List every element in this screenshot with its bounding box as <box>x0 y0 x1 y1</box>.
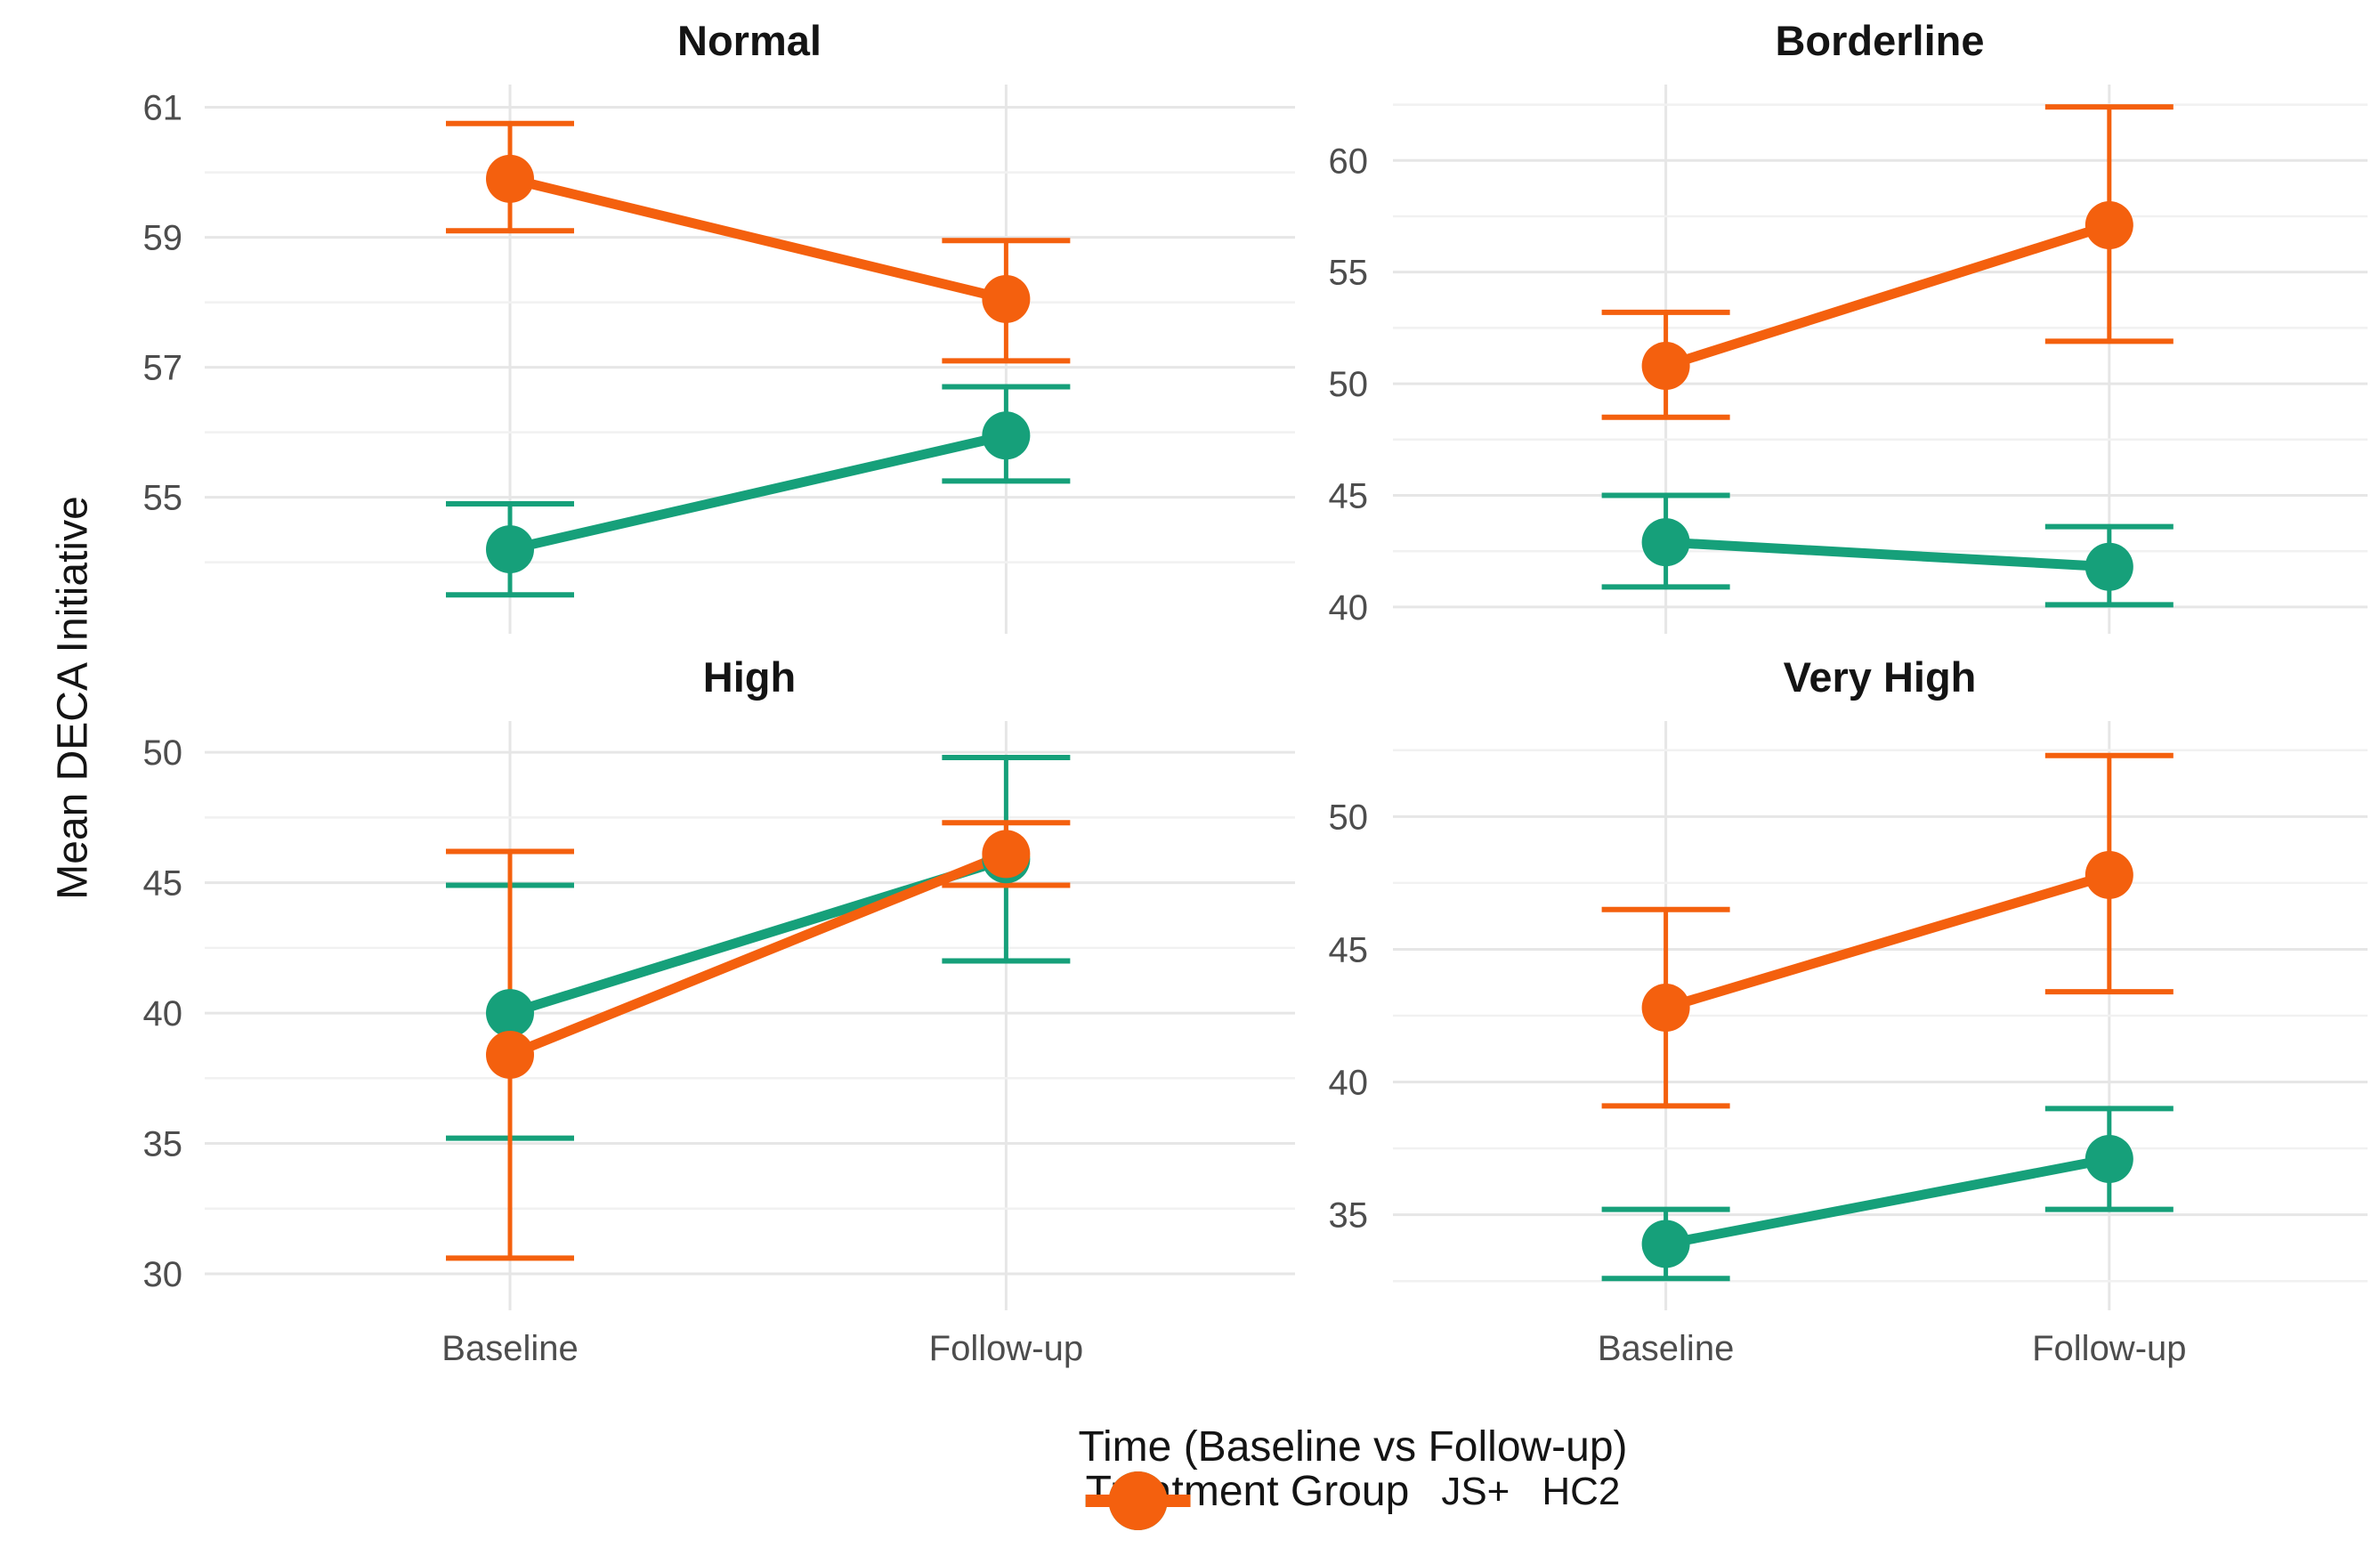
data-point <box>2085 850 2133 899</box>
y-axis-title: Mean DECA Initiative <box>49 496 97 900</box>
data-point <box>486 525 534 574</box>
data-point <box>1641 342 1690 391</box>
series-line <box>1664 1154 2110 1249</box>
y-tick-label: 40 <box>1329 1064 1369 1103</box>
y-tick-label: 55 <box>143 479 183 518</box>
facet-title-normal: Normal <box>677 17 822 64</box>
data-point <box>1641 984 1690 1033</box>
data-point <box>2085 542 2133 591</box>
data-point <box>486 989 534 1038</box>
y-tick-label: 35 <box>1329 1196 1369 1236</box>
series-line <box>508 174 1008 304</box>
legend-label-hc2: HC2 <box>1542 1469 1621 1513</box>
data-point <box>2085 201 2133 250</box>
series-line <box>1665 537 2110 572</box>
series-line <box>507 849 1008 1060</box>
data-point <box>982 830 1031 879</box>
legend-key-hc2-icon <box>1085 1471 1191 1530</box>
y-tick-label: 40 <box>1329 588 1369 628</box>
legend-item-hc2: HC2 <box>1085 1469 1621 1530</box>
data-point <box>486 1030 534 1079</box>
y-tick-label: 30 <box>143 1255 183 1294</box>
y-tick-label: 50 <box>1329 798 1369 837</box>
x-tick-label: Baseline <box>441 1329 578 1368</box>
x-tick-label: Follow-up <box>929 1329 1083 1368</box>
data-point <box>486 154 534 203</box>
y-tick-label: 50 <box>143 733 183 773</box>
legend-label-js-plus: JS+ <box>1441 1469 1510 1513</box>
data-point <box>2085 1135 2133 1184</box>
y-tick-label: 45 <box>1329 930 1369 969</box>
y-tick-label: 40 <box>143 994 183 1033</box>
y-tick-label: 55 <box>1329 254 1369 293</box>
facet-title-borderline: Borderline <box>1775 17 1985 64</box>
y-tick-label: 45 <box>143 864 183 904</box>
series-line <box>1664 870 2111 1013</box>
facet-title-high: High <box>702 653 797 701</box>
y-tick-label: 57 <box>143 349 183 388</box>
facet-title-very-high: Very High <box>1783 653 1977 701</box>
legend-item-js-plus: JS+ <box>1085 1469 1510 1530</box>
y-tick-label: 61 <box>143 89 183 128</box>
y-tick-label: 45 <box>1329 476 1369 515</box>
x-axis-title: Time (Baseline vs Follow-up) <box>1078 1423 1628 1471</box>
y-tick-label: 50 <box>1329 365 1369 404</box>
legend: Treatment Group JS+ HC2 <box>1085 1467 1621 1530</box>
y-tick-label: 59 <box>143 219 183 258</box>
data-point <box>1641 1220 1690 1268</box>
y-tick-label: 35 <box>143 1125 183 1164</box>
series-line <box>508 430 1008 555</box>
data-point <box>1641 518 1690 567</box>
data-point <box>982 411 1031 460</box>
series-line <box>1664 220 2111 371</box>
x-tick-label: Follow-up <box>2032 1329 2186 1368</box>
x-tick-label: Baseline <box>1598 1329 1734 1368</box>
y-tick-label: 60 <box>1329 142 1369 181</box>
data-point <box>982 274 1031 323</box>
